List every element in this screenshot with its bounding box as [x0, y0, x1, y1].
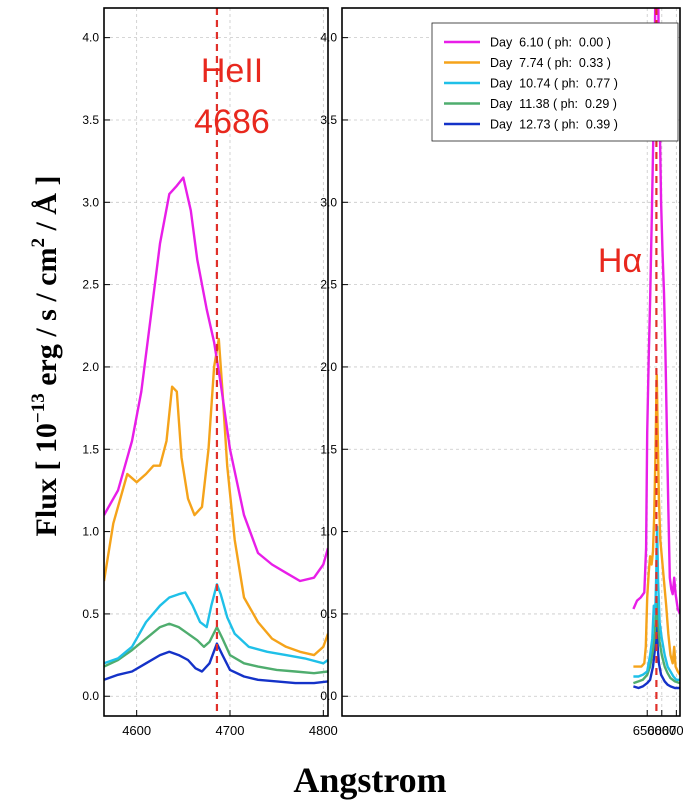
y-axis-title-exponent: 2: [28, 238, 49, 248]
y-axis-title-part: Flux [ 10: [30, 423, 63, 536]
y-tick-label: 3.5: [82, 113, 99, 127]
y-tick-label: 2.5: [82, 278, 99, 292]
y-tick-label: 2.0: [82, 360, 99, 374]
y-tick-label: 2.0: [320, 360, 337, 374]
line-annotation: Hα: [598, 242, 642, 280]
legend-label-3: Day 11.38 ( ph: 0.29 ): [490, 97, 617, 111]
legend-label-0: Day 6.10 ( ph: 0.00 ): [490, 36, 611, 50]
y-tick-label: 4.0: [320, 31, 337, 45]
y-axis-title-exponent: −13: [28, 393, 49, 423]
y-tick-label: 3.0: [82, 195, 99, 209]
legend-label-2: Day 10.74 ( ph: 0.77 ): [490, 77, 618, 91]
y-tick-label: 0.5: [82, 607, 99, 621]
line-annotation: 4686: [194, 103, 270, 141]
series-line-0: [104, 176, 328, 583]
plot-frame: [103, 7, 329, 717]
y-tick-label: 1.5: [82, 442, 99, 456]
y-tick-label: 3.0: [320, 195, 337, 209]
y-tick-label: 0.5: [320, 607, 337, 621]
series-line-3: [104, 622, 328, 675]
x-tick-label: 4600: [122, 723, 151, 738]
legend-label-1: Day 7.74 ( ph: 0.33 ): [490, 56, 611, 70]
y-tick-label: 1.0: [82, 525, 99, 539]
plot-frame: [341, 7, 681, 717]
x-tick-label: 6700: [662, 723, 683, 738]
series-line-1: [104, 337, 328, 657]
series-line-2: [104, 583, 328, 665]
x-tick-label: 4800: [309, 723, 338, 738]
line-annotation: HeII: [201, 52, 263, 90]
x-tick-label: 6600: [647, 723, 676, 738]
series-line-4: [104, 642, 328, 685]
y-tick-label: 0.0: [82, 689, 99, 703]
y-axis-title-part: / Å ]: [30, 176, 63, 239]
legend: Day 6.10 ( ph: 0.00 ) Day 7.74 ( ph: 0.33…: [431, 22, 679, 142]
x-axis-title: Angstrom: [293, 760, 446, 800]
legend-label-4: Day 12.73 ( ph: 0.39 ): [490, 118, 618, 132]
y-axis-title-part: erg / s / cm: [30, 248, 63, 394]
y-tick-label: 1.0: [320, 525, 337, 539]
y-tick-label: 3.5: [320, 113, 337, 127]
x-tick-label: 4700: [216, 723, 245, 738]
series-line-1: [633, 374, 680, 676]
y-tick-label: 2.5: [320, 278, 337, 292]
y-tick-label: 0.0: [320, 689, 337, 703]
y-tick-label: 4.0: [82, 31, 99, 45]
x-tick-label: 6500: [633, 723, 662, 738]
y-axis-title: Flux [ 10−13 erg / s / cm2 / Å ]: [28, 176, 63, 537]
y-tick-label: 1.5: [320, 442, 337, 456]
series-group: [104, 8, 328, 716]
left-panel: 0.0 0.5 1.0 1.5 2.0 2.5 3.0 3.5 4.0 4600 4700 4800 H…: [82, 7, 338, 738]
